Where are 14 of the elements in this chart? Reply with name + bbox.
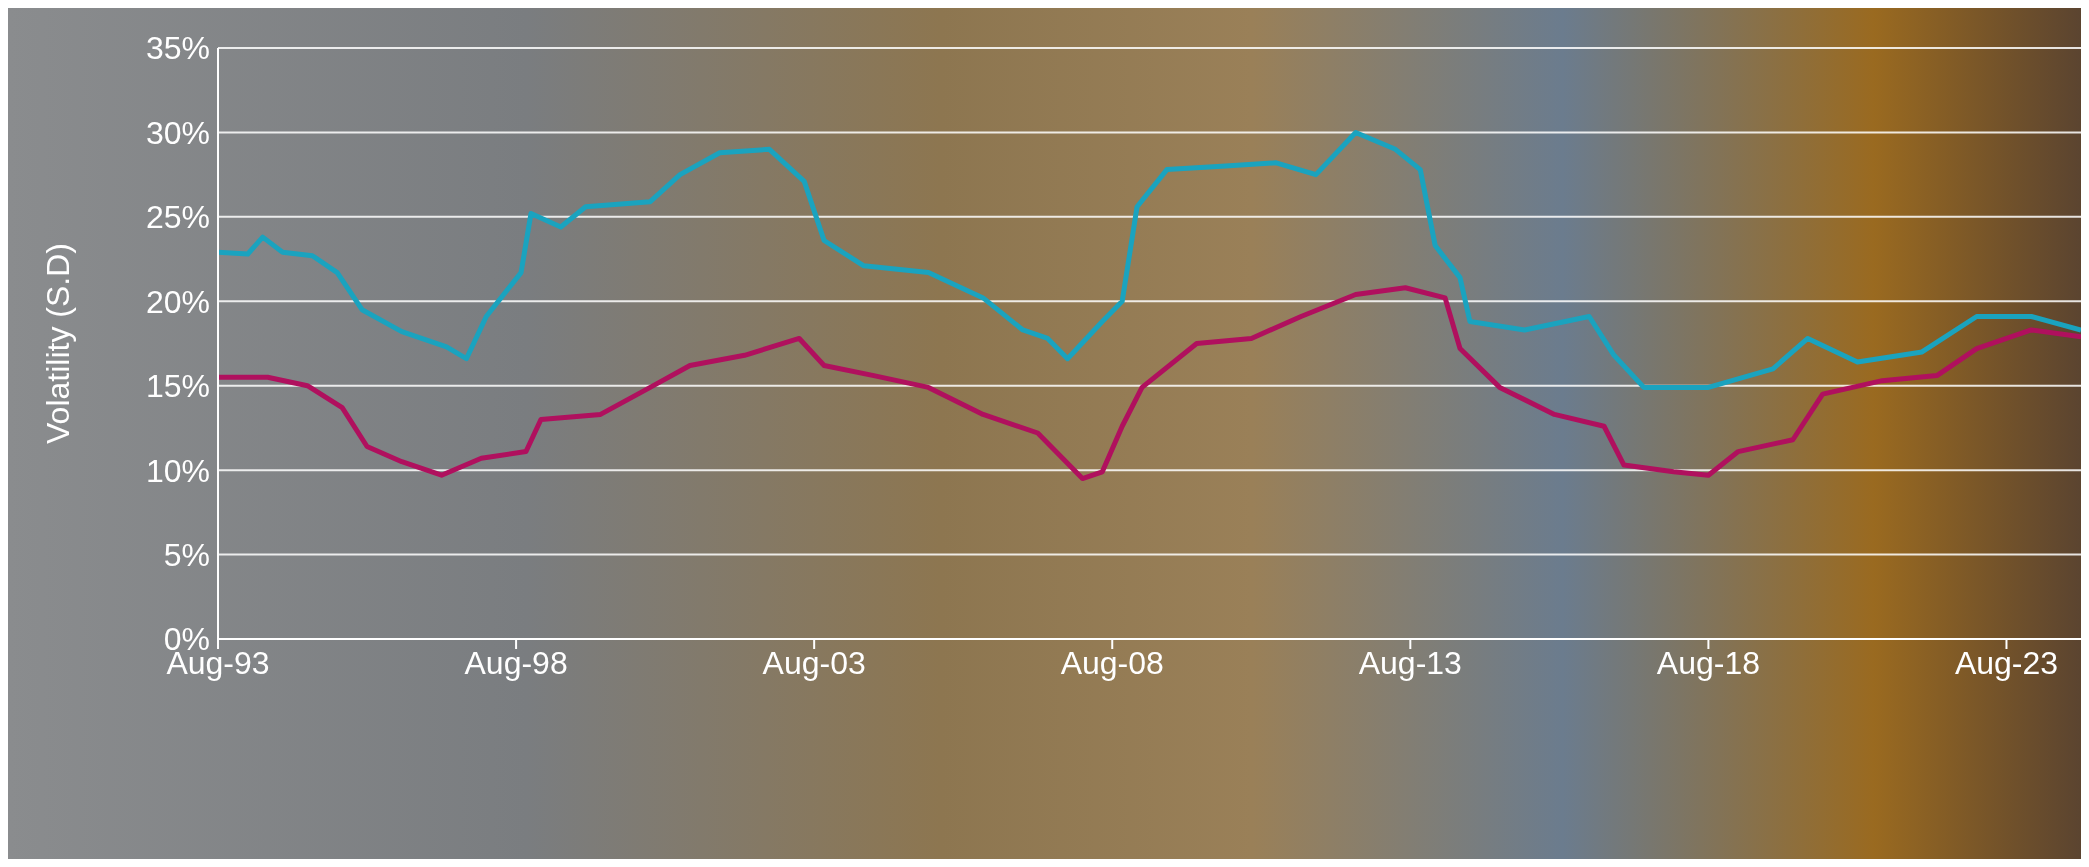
x-tick-label: Aug-03 xyxy=(762,644,866,681)
y-tick-label: 15% xyxy=(145,368,210,405)
x-tick-label: Aug-08 xyxy=(1060,644,1164,681)
x-tick-label: Aug-18 xyxy=(1656,644,1760,681)
y-tick-label: 10% xyxy=(145,452,210,489)
y-tick-label: 20% xyxy=(145,283,210,320)
x-tick-label: Aug-98 xyxy=(464,644,568,681)
y-tick-label: 30% xyxy=(145,114,210,151)
y-tick-label: 25% xyxy=(145,199,210,236)
y-axis-title: Volatility (S.D) xyxy=(40,243,77,444)
y-tick-label: 5% xyxy=(163,536,210,573)
x-tick-label: Aug-23 xyxy=(1954,644,2059,681)
y-tick-label: 35% xyxy=(145,30,210,67)
x-tick-label: Aug-13 xyxy=(1358,644,1462,681)
